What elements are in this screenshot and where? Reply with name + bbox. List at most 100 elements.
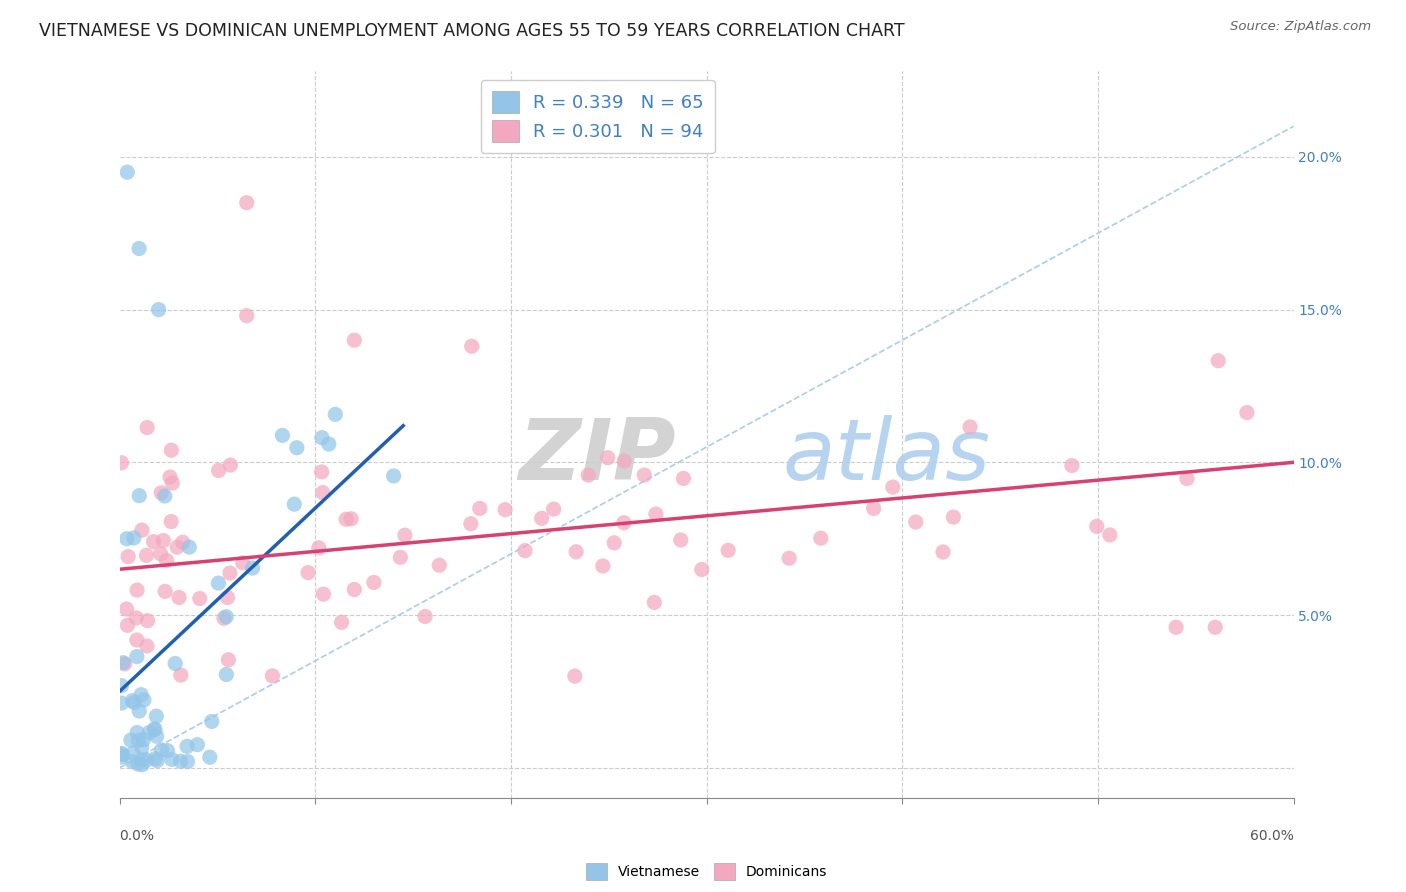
Point	[262, 669, 284, 683]
Point	[131, 753, 153, 767]
Point	[217, 653, 239, 667]
Point	[135, 549, 157, 563]
Point	[596, 450, 619, 465]
Point	[132, 693, 155, 707]
Point	[613, 454, 636, 468]
Point	[176, 755, 198, 769]
Point	[603, 536, 626, 550]
Point	[121, 693, 143, 707]
Point	[125, 583, 148, 598]
Point	[160, 752, 183, 766]
Point	[179, 540, 201, 554]
Point	[131, 740, 153, 755]
Point	[186, 738, 208, 752]
Point	[131, 523, 153, 537]
Point	[382, 469, 405, 483]
Point	[1060, 458, 1083, 473]
Point	[235, 309, 257, 323]
Point	[468, 501, 491, 516]
Point	[1175, 472, 1198, 486]
Point	[219, 566, 242, 580]
Point	[132, 732, 155, 747]
Point	[145, 729, 167, 743]
Point	[122, 696, 145, 710]
Point	[120, 733, 142, 747]
Point	[343, 582, 366, 597]
Point	[125, 611, 148, 625]
Point	[1236, 405, 1258, 419]
Point	[162, 476, 184, 491]
Point	[169, 754, 191, 768]
Point	[165, 657, 187, 671]
Text: 60.0%: 60.0%	[1250, 830, 1294, 843]
Point	[117, 618, 139, 632]
Point	[311, 431, 333, 445]
Point	[122, 747, 145, 761]
Point	[285, 441, 308, 455]
Point	[543, 502, 565, 516]
Point	[932, 545, 955, 559]
Point	[207, 463, 229, 477]
Point	[460, 516, 482, 531]
Point	[564, 669, 586, 683]
Point	[690, 563, 713, 577]
Point	[127, 725, 149, 739]
Point	[117, 165, 139, 179]
Point	[810, 531, 832, 545]
Text: atlas: atlas	[783, 415, 991, 498]
Point	[389, 550, 412, 565]
Point	[150, 743, 173, 757]
Point	[176, 739, 198, 754]
Point	[778, 551, 800, 566]
Text: ZIP: ZIP	[519, 415, 676, 498]
Point	[413, 609, 436, 624]
Point	[335, 512, 357, 526]
Point	[340, 512, 363, 526]
Point	[128, 489, 150, 503]
Point	[125, 632, 148, 647]
Point	[460, 339, 484, 353]
Point	[235, 195, 257, 210]
Point	[153, 489, 176, 503]
Point	[343, 333, 366, 347]
Point	[138, 725, 160, 739]
Point	[427, 558, 450, 573]
Point	[159, 470, 181, 484]
Point	[146, 754, 169, 768]
Point	[232, 556, 254, 570]
Point	[148, 302, 170, 317]
Point	[152, 533, 174, 548]
Point	[904, 515, 927, 529]
Text: Source: ZipAtlas.com: Source: ZipAtlas.com	[1230, 20, 1371, 33]
Point	[143, 722, 166, 736]
Point	[198, 750, 221, 764]
Point	[166, 540, 188, 554]
Point	[862, 501, 884, 516]
Point	[125, 649, 148, 664]
Point	[330, 615, 353, 630]
Point	[128, 704, 150, 718]
Point	[188, 591, 211, 606]
Point	[1206, 353, 1229, 368]
Point	[136, 614, 159, 628]
Point	[215, 609, 238, 624]
Point	[717, 543, 740, 558]
Point	[127, 733, 149, 747]
Point	[1098, 528, 1121, 542]
Point	[135, 753, 157, 767]
Point	[172, 535, 194, 549]
Point	[669, 533, 692, 547]
Point	[110, 679, 132, 693]
Point	[942, 510, 965, 524]
Point	[219, 458, 242, 472]
Point	[576, 468, 599, 483]
Point	[135, 639, 157, 653]
Point	[217, 591, 239, 605]
Point	[323, 408, 346, 422]
Point	[143, 723, 166, 737]
Point	[1085, 519, 1108, 533]
Point	[160, 443, 183, 458]
Point	[1166, 620, 1188, 634]
Point	[115, 602, 138, 616]
Point	[128, 242, 150, 256]
